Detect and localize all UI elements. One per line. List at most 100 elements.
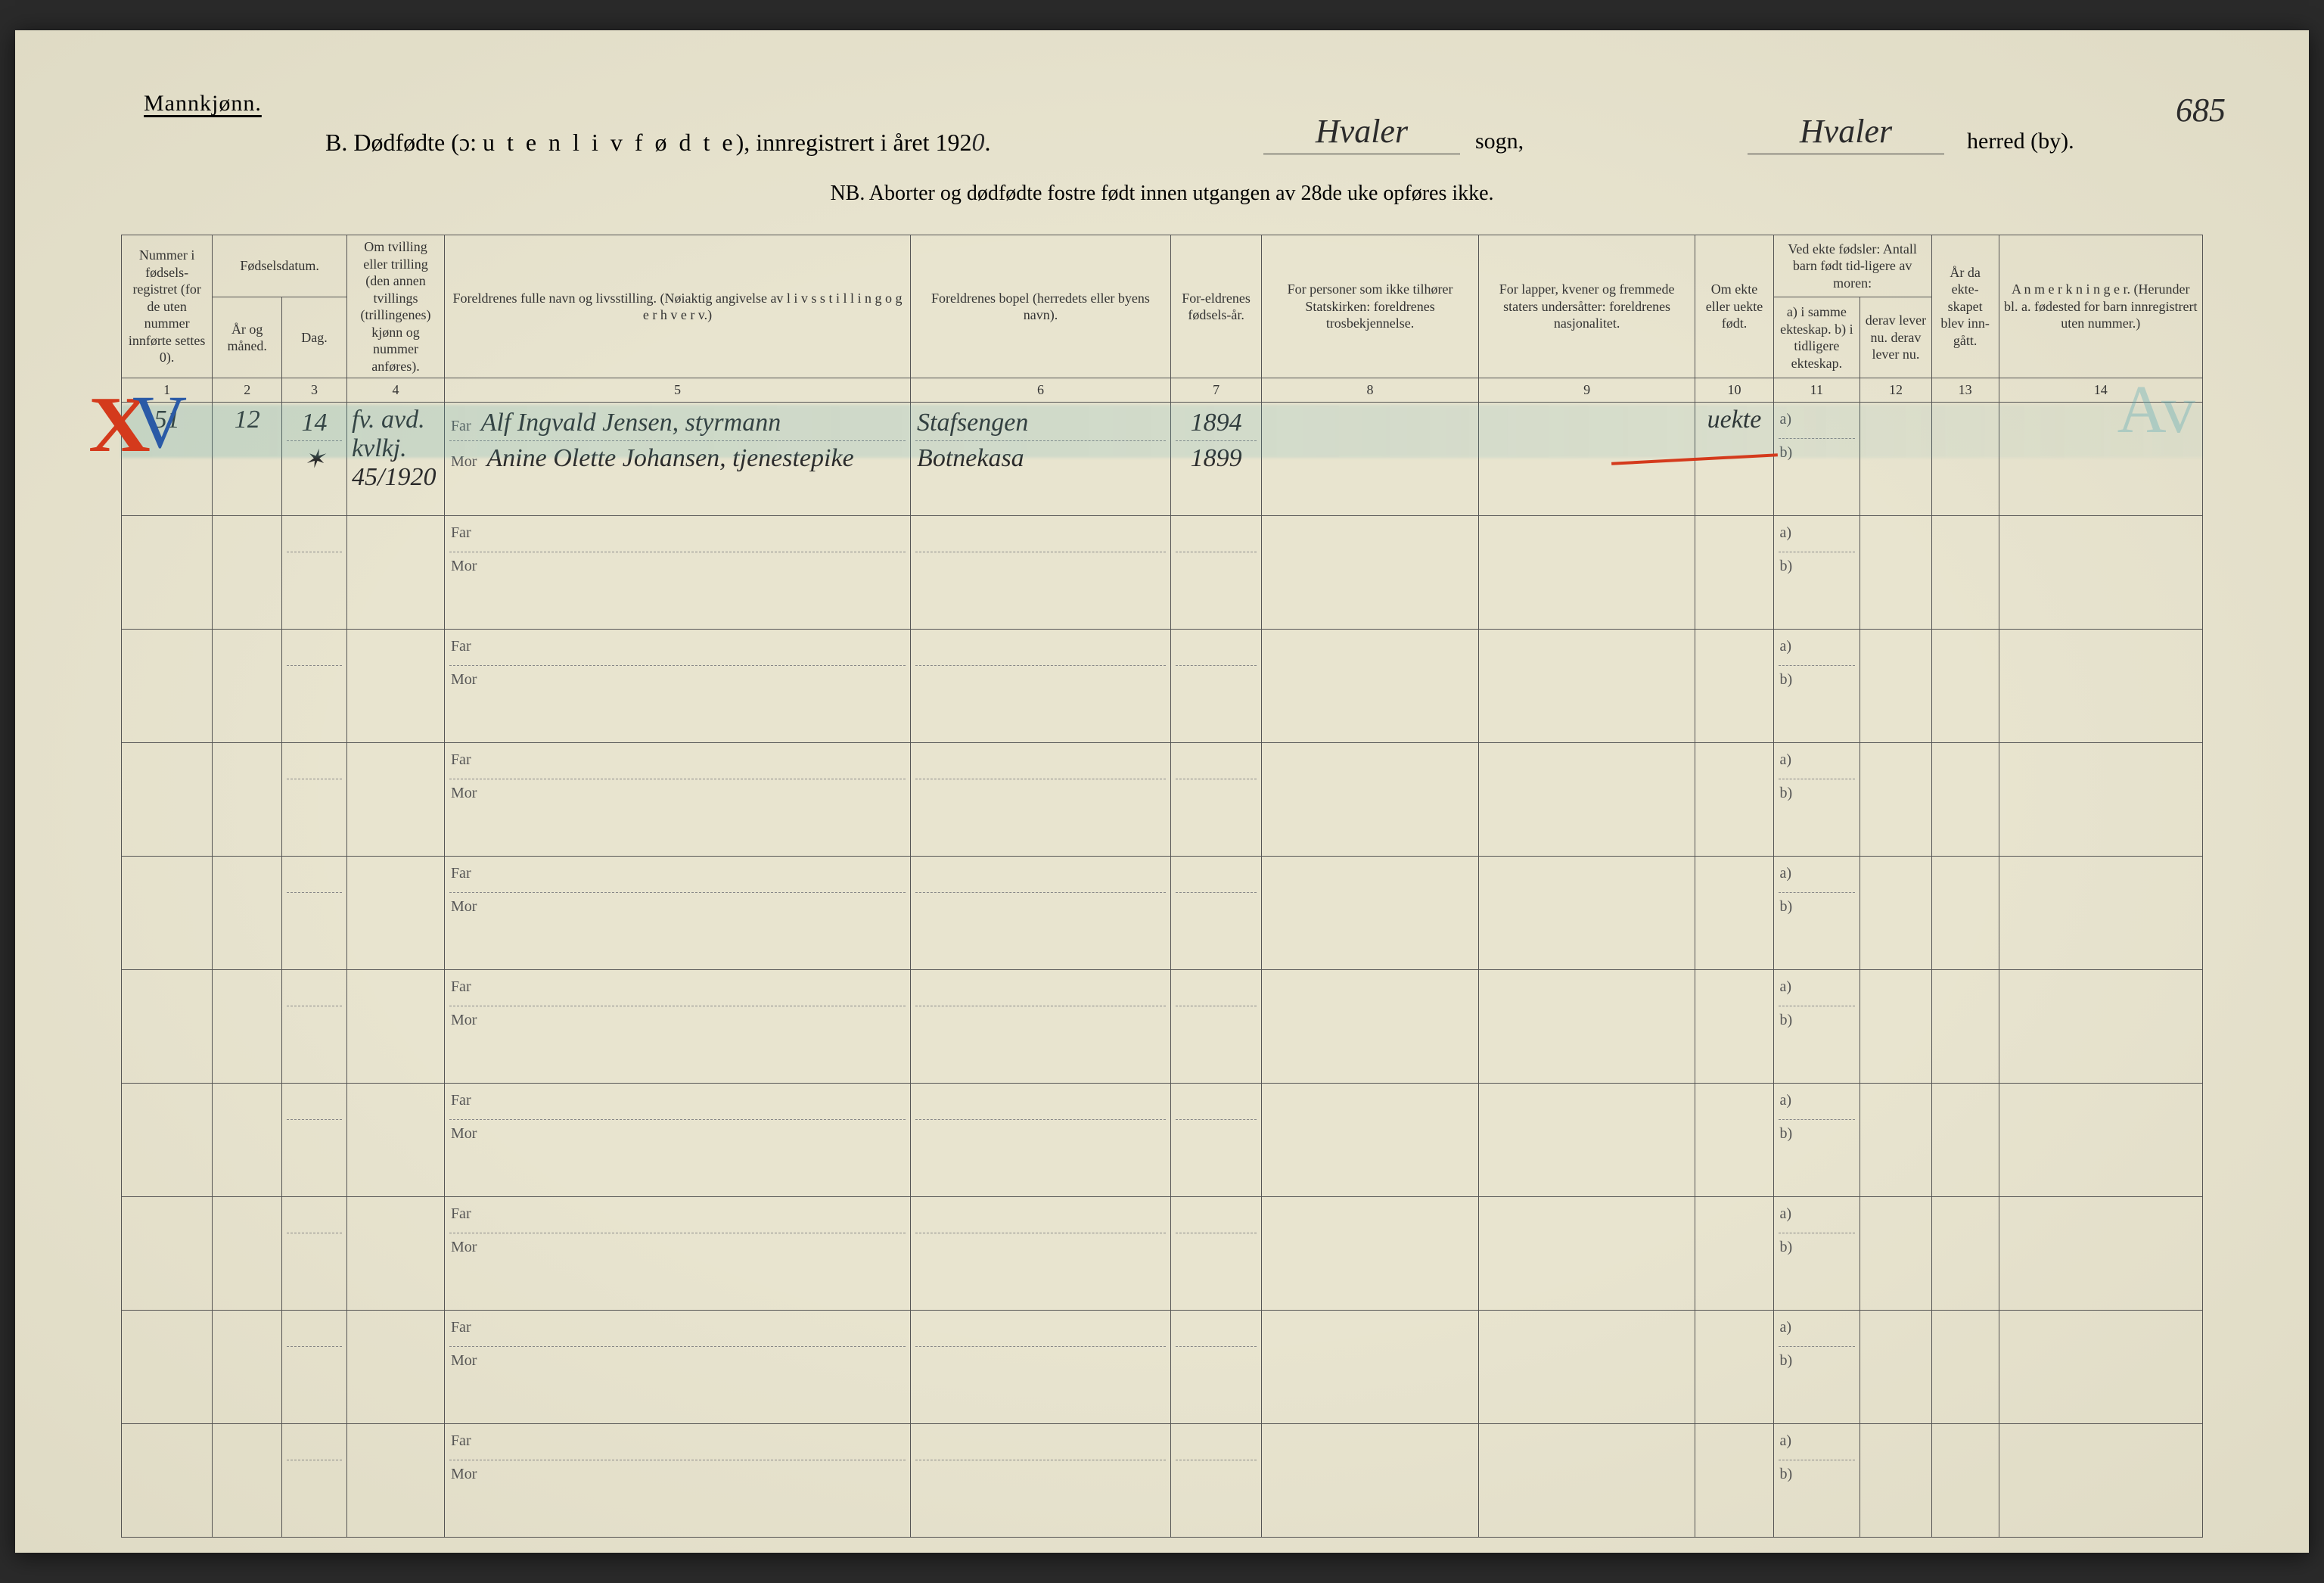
register-title: B. Dødfødte (ɔ: u t e n l i v f ø d t e)… xyxy=(325,129,990,157)
table-cell xyxy=(1860,1423,1932,1537)
table-cell xyxy=(1695,856,1773,969)
table-cell xyxy=(213,1083,282,1196)
table-cell xyxy=(1860,742,1932,856)
table-cell xyxy=(347,1310,445,1423)
table-row xyxy=(122,515,2203,629)
table-cell xyxy=(1773,742,1860,856)
title-spaced: u t e n l i v f ø d t e xyxy=(483,129,736,156)
table-cell xyxy=(1773,1083,1860,1196)
table-cell: uekte xyxy=(1695,402,1773,515)
register-table: Nummer i fødsels-registret (for de uten … xyxy=(121,235,2203,1538)
title-suffix: ), innregistrert i året 192 xyxy=(736,129,972,156)
table-cell xyxy=(444,629,910,742)
col-13-hdr: År da ekte-skapet blev inn-gått. xyxy=(1931,235,1999,378)
sogn-label: sogn, xyxy=(1475,129,1524,154)
coln-14: 14 xyxy=(1999,378,2202,403)
herred-label: herred (by). xyxy=(1967,129,2074,154)
page-number: 685 xyxy=(2176,91,2226,129)
table-cell xyxy=(1931,515,1999,629)
table-cell xyxy=(1931,969,1999,1083)
table-cell xyxy=(1931,1196,1999,1310)
table-row xyxy=(122,1083,2203,1196)
table-cell xyxy=(911,742,1171,856)
table-cell xyxy=(122,1310,213,1423)
table-cell xyxy=(1999,629,2202,742)
coln-7: 7 xyxy=(1170,378,1261,403)
col-8-hdr: For personer som ikke tilhører Statskirk… xyxy=(1262,235,1479,378)
table-cell xyxy=(1931,1310,1999,1423)
table-cell xyxy=(1262,969,1479,1083)
table-cell xyxy=(1478,1423,1695,1537)
table-cell xyxy=(122,856,213,969)
table-cell xyxy=(1170,1423,1261,1537)
table-head: Nummer i fødsels-registret (for de uten … xyxy=(122,235,2203,403)
table-cell xyxy=(122,629,213,742)
table-cell xyxy=(1999,1083,2202,1196)
table-cell xyxy=(444,969,910,1083)
table-cell xyxy=(1860,402,1932,515)
table-cell xyxy=(1262,402,1479,515)
table-cell xyxy=(911,515,1171,629)
table-cell xyxy=(1262,856,1479,969)
col-9-hdr: For lapper, kvener og fremmede staters u… xyxy=(1478,235,1695,378)
table-cell xyxy=(1931,1083,1999,1196)
table-cell xyxy=(1931,629,1999,742)
table-cell xyxy=(911,969,1171,1083)
title-end: . xyxy=(984,129,990,156)
col-2-3-grp: Fødselsdatum. xyxy=(213,235,347,297)
table-cell xyxy=(1262,1083,1479,1196)
table-row xyxy=(122,1310,2203,1423)
table-cell xyxy=(1478,1083,1695,1196)
table-cell xyxy=(1478,969,1695,1083)
table-cell xyxy=(1170,969,1261,1083)
table-cell xyxy=(347,629,445,742)
coln-2: 2 xyxy=(213,378,282,403)
table-cell xyxy=(1262,742,1479,856)
table-cell xyxy=(444,742,910,856)
col-1-hdr: Nummer i fødsels-registret (for de uten … xyxy=(122,235,213,378)
col-10-hdr: Om ekte eller uekte født. xyxy=(1695,235,1773,378)
table-cell xyxy=(213,856,282,969)
coln-12: 12 xyxy=(1860,378,1932,403)
table-cell xyxy=(1999,515,2202,629)
table-cell xyxy=(1170,1196,1261,1310)
table-cell xyxy=(911,1310,1171,1423)
col-5-hdr: Foreldrenes fulle navn og livsstilling. … xyxy=(444,235,910,378)
title-prefix: B. Dødfødte (ɔ: xyxy=(325,129,483,156)
table-cell xyxy=(213,1423,282,1537)
coln-4: 4 xyxy=(347,378,445,403)
coln-8: 8 xyxy=(1262,378,1479,403)
table-cell xyxy=(122,742,213,856)
table-cell xyxy=(1860,969,1932,1083)
table-cell xyxy=(1262,1423,1479,1537)
table-cell xyxy=(347,515,445,629)
table-cell xyxy=(1262,1196,1479,1310)
table-cell: Alf Ingvald Jensen, styrmannAnine Olette… xyxy=(444,402,910,515)
table-cell xyxy=(1999,1423,2202,1537)
table-cell xyxy=(1695,1310,1773,1423)
table-cell xyxy=(213,969,282,1083)
column-number-row: 1 2 3 4 5 6 7 8 9 10 11 12 13 14 xyxy=(122,378,2203,403)
table-cell xyxy=(1478,742,1695,856)
table-cell xyxy=(1999,1196,2202,1310)
table-row xyxy=(122,1196,2203,1310)
sogn-value: Hvaler xyxy=(1263,112,1460,154)
table-cell xyxy=(911,1423,1171,1537)
col-11-hdr: a) i samme ekteskap. b) i tidligere ekte… xyxy=(1773,297,1860,378)
table-cell xyxy=(1860,629,1932,742)
col-7-hdr: For-eldrenes fødsels-år. xyxy=(1170,235,1261,378)
coln-6: 6 xyxy=(911,378,1171,403)
table-cell xyxy=(282,742,347,856)
table-row xyxy=(122,742,2203,856)
col-14-hdr: A n m e r k n i n g e r. (Herunder bl. a… xyxy=(1999,235,2202,378)
table-cell xyxy=(347,1423,445,1537)
table-cell xyxy=(213,742,282,856)
table-cell xyxy=(1773,969,1860,1083)
table-cell xyxy=(1999,742,2202,856)
table-cell: fv. avd. kvlkj. 45/1920 xyxy=(347,402,445,515)
table-cell xyxy=(347,742,445,856)
coln-10: 10 xyxy=(1695,378,1773,403)
table-cell xyxy=(1695,1196,1773,1310)
table-cell xyxy=(1773,629,1860,742)
table-cell xyxy=(1170,515,1261,629)
